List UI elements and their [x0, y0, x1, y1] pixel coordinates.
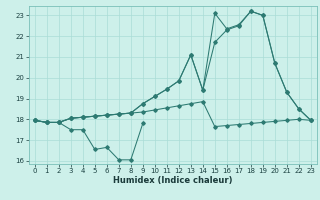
X-axis label: Humidex (Indice chaleur): Humidex (Indice chaleur)	[113, 176, 233, 185]
